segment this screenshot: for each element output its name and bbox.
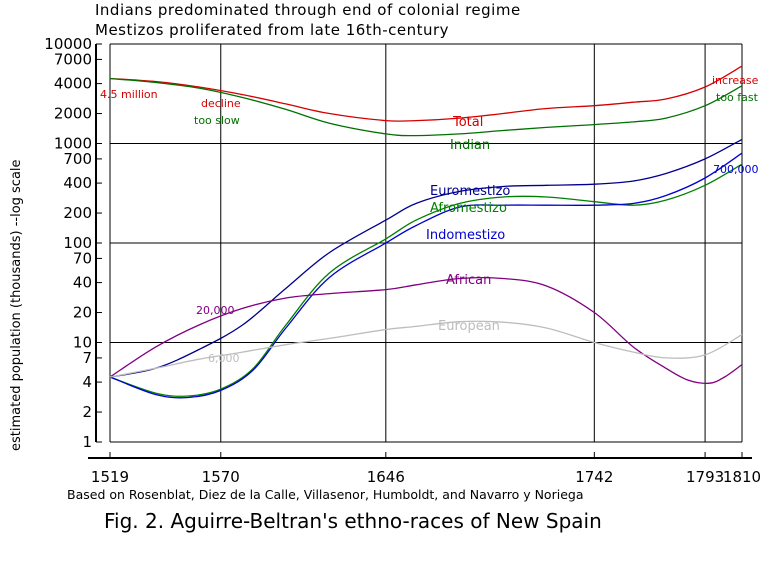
y-tick-label: 20 <box>73 304 92 322</box>
x-tick-label: 1742 <box>575 468 613 486</box>
series-line-indian <box>109 77 743 137</box>
series-label-afromestizo: Afromestizo <box>430 201 507 216</box>
annotation-label: too slow <box>194 114 240 127</box>
y-tick-label: 10 <box>73 334 92 352</box>
y-tick-label: 70 <box>73 249 92 267</box>
series-label-european: European <box>438 319 500 334</box>
series-line-indomestizo <box>109 152 743 399</box>
y-tick-label: 2000 <box>54 105 92 123</box>
series-label-indian: Indian <box>450 138 490 153</box>
series-line-total <box>109 65 743 122</box>
y-tick-label: 40 <box>73 274 92 292</box>
annotation-label: 4.5 million <box>100 88 158 101</box>
grid <box>110 44 742 442</box>
y-tick-label: 1000 <box>54 135 92 153</box>
series-label-indomestizo: Indomestizo <box>426 228 505 243</box>
series-line-afromestizo <box>109 163 743 397</box>
y-tick-label: 7 <box>82 349 92 367</box>
series-line-african <box>109 276 743 384</box>
y-tick-label: 100 <box>63 234 92 252</box>
plot-frame <box>88 43 752 459</box>
y-tick-label: 200 <box>63 204 92 222</box>
series-line-european <box>109 320 743 378</box>
series-line-euromestizo <box>109 138 743 378</box>
annotations: 4.5 million decline too slow increase too fa… <box>100 74 759 365</box>
annotation-label: increase <box>712 74 759 87</box>
y-tick-label: 2 <box>82 403 92 421</box>
annotation-label: 20,000 <box>196 304 235 317</box>
source-note: Based on Rosenblat, Diez de la Calle, Vi… <box>67 487 584 502</box>
figure-caption: Fig. 2. Aguirre-Beltran's ethno-races of… <box>104 509 602 533</box>
series-label-total: Total <box>452 115 483 130</box>
chart-title: Indians predominated through end of colo… <box>95 1 521 19</box>
x-tick-label: 1646 <box>367 468 405 486</box>
y-tick-label: 10000 <box>44 35 92 53</box>
series-label-african: African <box>446 273 491 288</box>
y-tick-label: 1 <box>82 433 92 451</box>
x-tick-label: 1810 <box>723 468 761 486</box>
annotation-label: 700,000 <box>713 163 759 176</box>
annotation-label: decline <box>201 97 241 110</box>
y-tick-label: 400 <box>63 174 92 192</box>
series-lines <box>109 65 743 399</box>
chart-subtitle: Mestizos proliferated from late 16th-cen… <box>95 21 450 39</box>
x-tick-label: 1519 <box>91 468 129 486</box>
annotation-label: too fast <box>716 91 759 104</box>
y-tick-label: 7000 <box>54 50 92 68</box>
series-labels: Total Indian Euromestizo Afromestizo Indomes… <box>426 115 510 334</box>
series-label-euromestizo: Euromestizo <box>430 184 510 199</box>
x-tick-label: 1570 <box>202 468 240 486</box>
annotation-label: 6,000 <box>208 352 240 365</box>
x-tick-label: 1793 <box>686 468 724 486</box>
y-tick-label: 700 <box>63 150 92 168</box>
y-tick-label: 4 <box>82 373 92 391</box>
y-tick-label: 4000 <box>54 75 92 93</box>
y-axis-label: estimated population (thousands) --log s… <box>9 159 24 451</box>
